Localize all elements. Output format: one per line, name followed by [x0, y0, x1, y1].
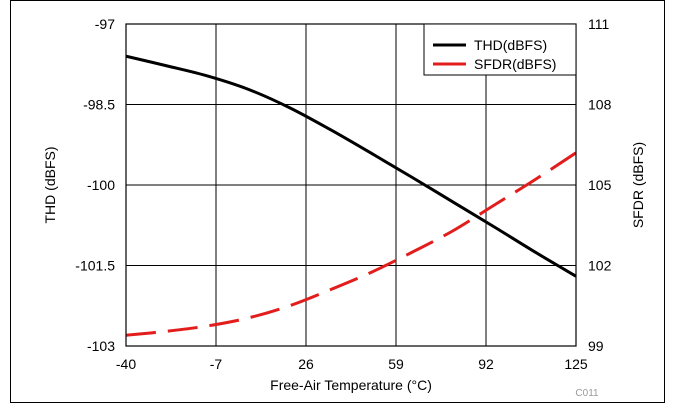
y-left-tick-label: -98.5	[83, 97, 115, 113]
x-axis-title: Free-Air Temperature (°C)	[270, 377, 432, 393]
y-right-tick-label: 108	[588, 97, 612, 113]
y-right-tick-label: 99	[588, 338, 604, 354]
y-left-tick-label: -100	[87, 177, 115, 193]
y-right-axis-title: SFDR (dBFS)	[630, 142, 646, 228]
x-tick-label: 26	[298, 356, 314, 372]
series-lines	[125, 54, 577, 337]
series-line-thd	[125, 54, 577, 278]
series-line-sfdr	[125, 151, 577, 337]
y-left-tick-label: -101.5	[75, 258, 115, 274]
legend-label-sfdr: SFDR(dBFS)	[474, 56, 556, 72]
y-right-tick-labels: 111 108 105 102 99	[588, 16, 612, 354]
plot-border	[125, 23, 577, 347]
legend-label-thd: THD(dBFS)	[474, 37, 547, 53]
y-left-tick-labels: -97 -98.5 -100 -101.5 -103	[75, 16, 115, 354]
y-right-tick-label: 102	[588, 258, 612, 274]
x-tick-label: 59	[388, 356, 404, 372]
y-right-tick-label: 111	[588, 16, 609, 32]
y-left-tick-label: -97	[95, 16, 115, 32]
y-left-tick-label: -103	[87, 338, 115, 354]
x-tick-label: 92	[478, 356, 494, 372]
figure-code: C011	[575, 388, 599, 399]
x-tick-label: -40	[116, 356, 136, 372]
y-right-tick-label: 105	[588, 177, 612, 193]
legend: THD(dBFS) SFDR(dBFS)	[423, 23, 577, 76]
legend-box	[423, 23, 577, 76]
y-left-axis-title: THD (dBFS)	[42, 147, 58, 224]
x-tick-label: -7	[210, 356, 223, 372]
x-tick-label: 125	[564, 356, 588, 372]
x-tick-labels: -40 -7 26 59 92 125	[116, 356, 588, 372]
